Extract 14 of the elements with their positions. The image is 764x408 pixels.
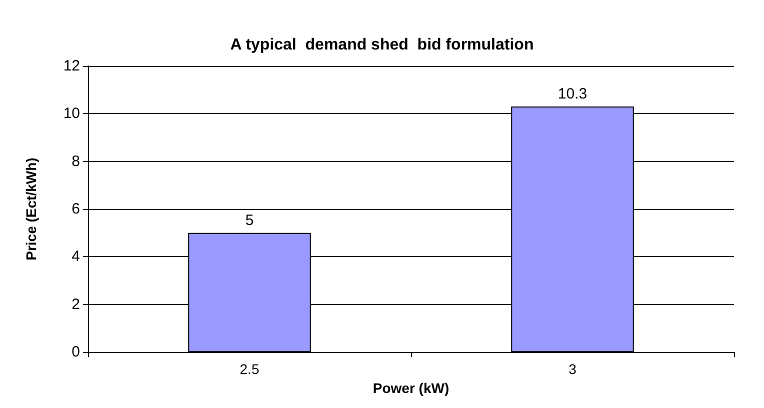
y-tick-label: 0	[72, 344, 80, 361]
y-tick-label: 8	[72, 152, 80, 170]
y-tick-label: 4	[72, 248, 80, 266]
y-axis-title: Price (Ect/kWh)	[23, 158, 39, 260]
y-tick-label: 10	[63, 105, 80, 122]
x-tick-label: 3	[568, 361, 577, 378]
y-tick-label: 12	[63, 58, 80, 74]
data-label: 5	[245, 212, 254, 229]
y-tick-label: 6	[72, 200, 80, 218]
chart-title: A typical demand shed bid formulation	[230, 36, 534, 54]
data-label: 10.3	[558, 86, 588, 103]
x-axis-title: Power (kW)	[372, 380, 450, 396]
y-tick-label: 2	[72, 296, 80, 313]
x-tick-label: 2.5	[240, 361, 260, 378]
